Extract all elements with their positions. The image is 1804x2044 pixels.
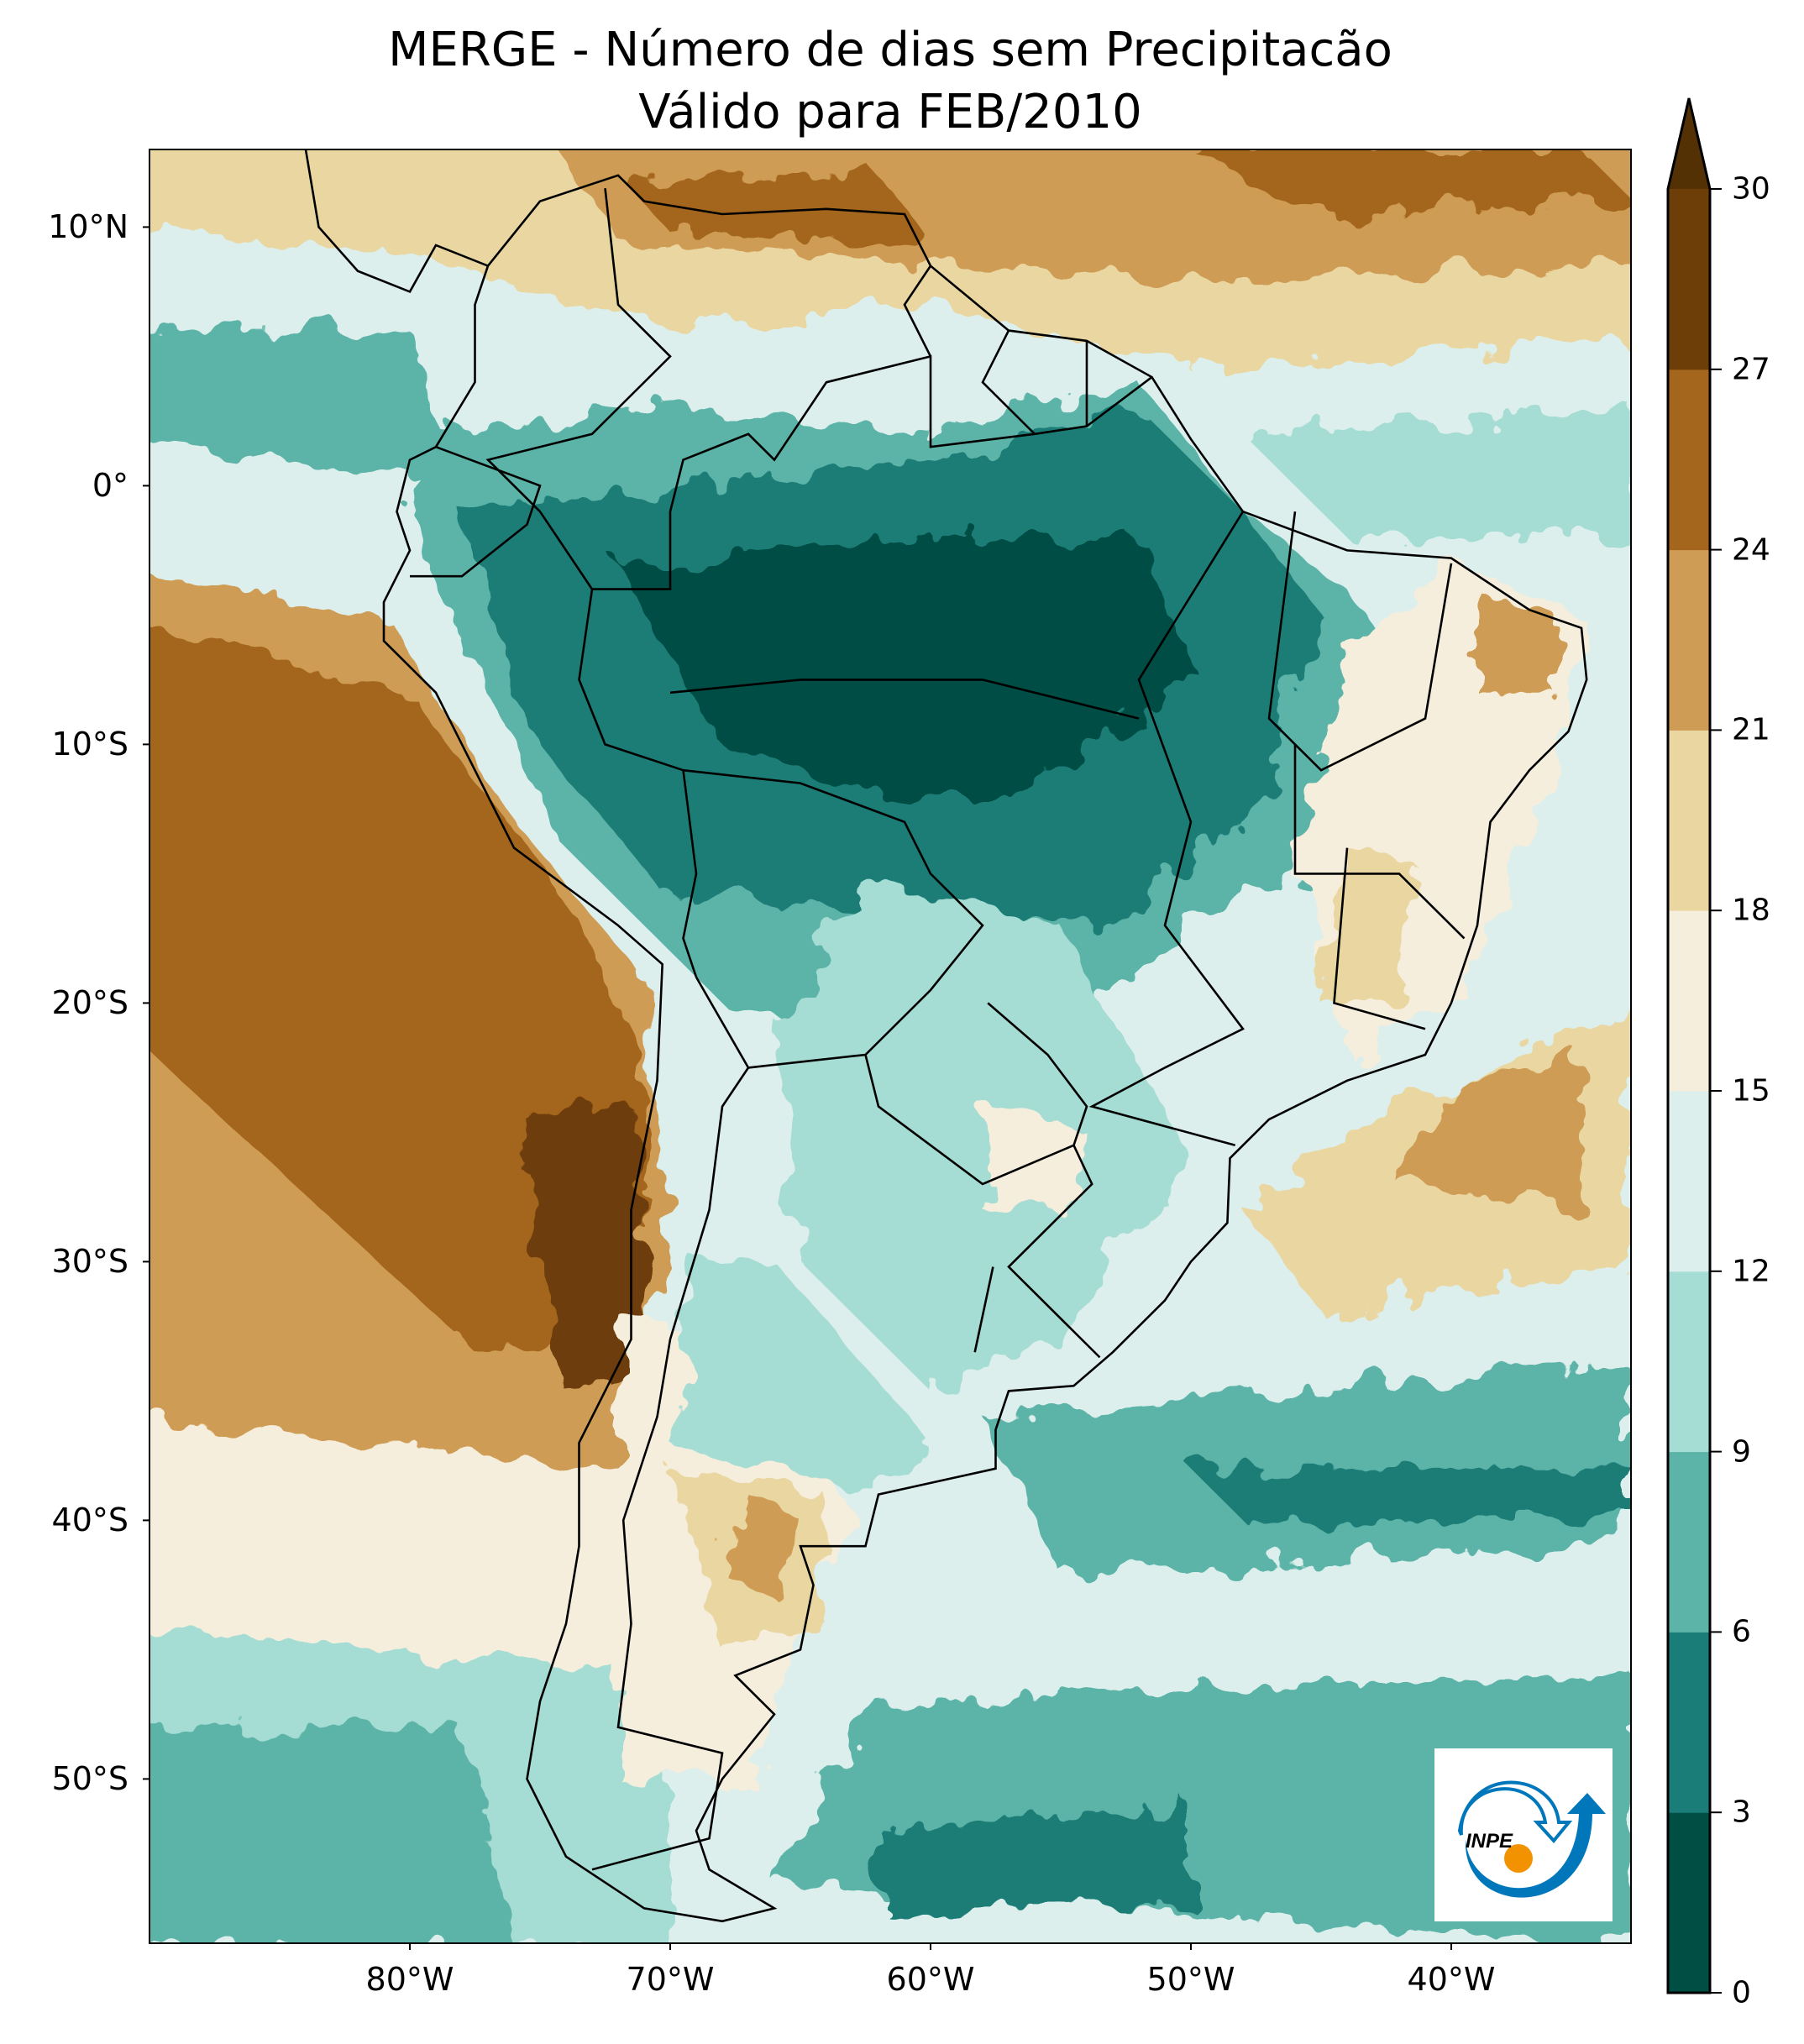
colorbar	[1666, 97, 1712, 1994]
colorbar-segment	[1668, 1451, 1710, 1633]
colorbar-tick-label: 30	[1732, 171, 1770, 207]
colorbar-tick-label: 12	[1732, 1254, 1770, 1289]
lat-tick-label: 30°S	[51, 1243, 128, 1281]
country-border	[903, 265, 932, 357]
lon-tick-label: 40°W	[1407, 1961, 1496, 1998]
lon-tick-label: 50°W	[1146, 1961, 1235, 1998]
field-region	[878, 1805, 1191, 1909]
map-field	[149, 149, 1631, 1943]
country-border	[669, 679, 983, 694]
lat-tick-label: 0°	[92, 467, 128, 505]
colorbar-tick-label: 15	[1732, 1073, 1770, 1108]
colorbar-outline	[1666, 97, 1712, 1994]
lat-tick-label: 50°S	[51, 1760, 128, 1798]
country-border	[1333, 847, 1426, 1030]
colorbar-tick-label: 6	[1732, 1614, 1751, 1649]
country-border	[683, 768, 984, 1069]
country-border	[578, 354, 1153, 978]
field-region	[1399, 1055, 1581, 1210]
field-region	[1243, 408, 1631, 537]
colorbar-tick-label: 9	[1732, 1434, 1751, 1470]
field-region	[618, 537, 1191, 796]
colorbar-segment	[1668, 1091, 1710, 1272]
colorbar-segment	[1668, 910, 1710, 1092]
country-border	[981, 330, 1036, 435]
lat-tick-label: 40°S	[51, 1502, 128, 1539]
colorbar-tick-label: 27	[1732, 352, 1770, 387]
field-region	[983, 1106, 1087, 1210]
colorbar-tick-label: 3	[1732, 1795, 1751, 1830]
colorbar-tick-label: 0	[1732, 1975, 1751, 2010]
colorbar-segment	[1668, 1271, 1710, 1453]
country-border	[410, 445, 542, 578]
field-region	[618, 175, 931, 240]
colorbar-segment	[1668, 1812, 1710, 1994]
country-border	[982, 679, 1140, 720]
field-region	[722, 1494, 800, 1598]
country-border	[1007, 1145, 1101, 1359]
lon-tick-label: 70°W	[626, 1961, 715, 1998]
colorbar-tick-label: 24	[1732, 532, 1770, 568]
field-region	[149, 627, 644, 1365]
country-border	[973, 1266, 994, 1353]
field-region	[1191, 1468, 1631, 1521]
map-title: MERGE - Número de dias sem Precipitacão	[388, 23, 1392, 77]
inpe-logo: INPE	[1434, 1748, 1613, 1921]
field-region	[149, 330, 462, 486]
colorbar-segment	[1668, 730, 1710, 911]
colorbar-tick-label: 18	[1732, 893, 1770, 928]
colorbar-segment	[1668, 549, 1710, 731]
country-border	[485, 188, 672, 590]
lat-tick-label: 10°S	[51, 726, 128, 763]
field-region	[1477, 589, 1555, 693]
field-region	[149, 1727, 513, 1943]
lon-tick-label: 60°W	[886, 1961, 975, 1998]
field-region	[1321, 847, 1425, 1004]
field-region	[670, 1261, 931, 1495]
country-border	[1293, 744, 1466, 940]
coastline	[304, 149, 1588, 1923]
field-region	[1191, 149, 1631, 214]
lat-tick-label: 20°S	[51, 984, 128, 1022]
map-frame	[149, 149, 1632, 1944]
country-border	[1088, 511, 1245, 1147]
lat-tick-label: 10°N	[48, 208, 128, 246]
colorbar-segment	[1668, 1632, 1710, 1813]
colorbar-segment	[1668, 369, 1710, 551]
country-border	[1267, 511, 1453, 772]
colorbar-extend-arrow	[1668, 98, 1710, 189]
colorbar-tick-label: 21	[1732, 712, 1770, 747]
colorbar-segment	[1668, 189, 1710, 370]
lon-tick-label: 80°W	[365, 1961, 454, 1998]
map-subtitle: Válido para FEB/2010	[638, 85, 1142, 139]
logo-text: INPE	[1466, 1830, 1513, 1853]
country-border	[591, 976, 750, 1871]
